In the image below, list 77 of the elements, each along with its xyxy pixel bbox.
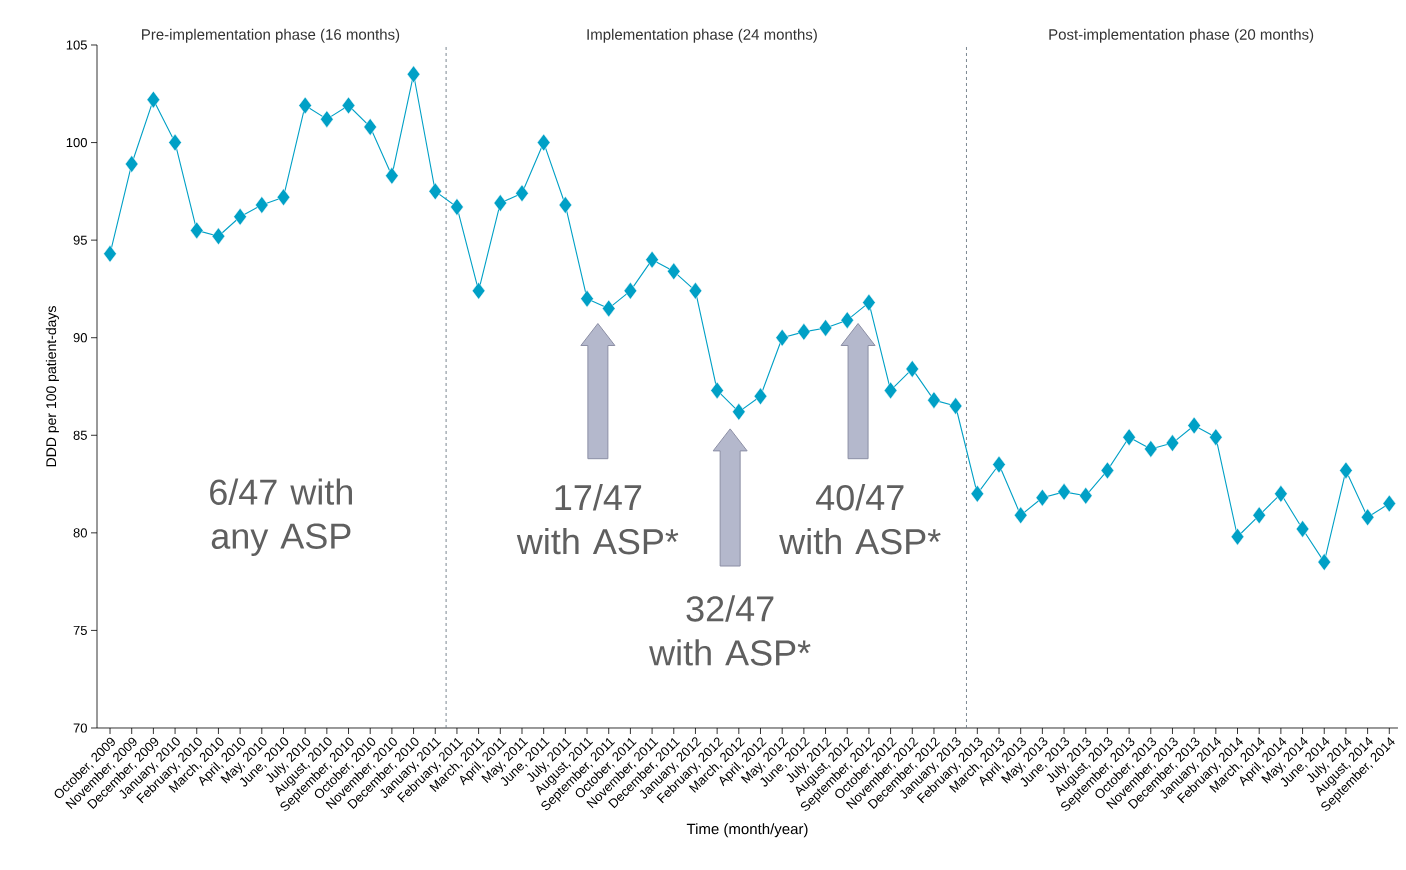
point	[558, 196, 572, 214]
point	[363, 118, 377, 136]
point	[862, 293, 876, 312]
point	[276, 188, 291, 206]
x-axis-title: Time (month/year)	[686, 823, 808, 838]
point	[645, 250, 659, 269]
point	[406, 65, 421, 84]
y-axis-title: DDD per 100 patient-days	[45, 306, 59, 467]
point	[949, 397, 963, 415]
text: Implementation phase (24 months)	[587, 28, 817, 43]
point	[298, 96, 312, 115]
point	[1317, 553, 1331, 571]
point	[1295, 520, 1310, 538]
point	[580, 289, 594, 308]
point	[905, 360, 919, 378]
annotation: 40/47 with ASP*	[779, 483, 941, 555]
point	[818, 319, 833, 337]
point	[190, 221, 204, 240]
y-tick-label: 70	[73, 723, 87, 733]
point	[1252, 506, 1266, 525]
point	[710, 381, 724, 400]
point	[623, 282, 638, 300]
point	[602, 299, 616, 318]
point	[775, 328, 789, 347]
point	[428, 182, 442, 201]
y-tick-label: 100	[66, 137, 87, 148]
point	[1035, 488, 1049, 507]
point	[103, 245, 117, 263]
point	[688, 282, 703, 300]
point	[732, 403, 746, 421]
point	[970, 485, 984, 503]
point	[1079, 487, 1093, 505]
annotation: 17/47 with ASP*	[516, 483, 679, 555]
point	[320, 110, 334, 128]
y-tick-label: 85	[73, 430, 87, 440]
point	[1274, 485, 1288, 503]
annotation: 6/47 with any ASP	[210, 478, 352, 557]
point	[146, 90, 161, 109]
point	[537, 133, 551, 152]
annotation: 32/47 with ASP*	[649, 595, 811, 666]
y-tick-label: 105	[66, 40, 87, 50]
point	[493, 194, 507, 212]
point	[927, 391, 941, 409]
point	[1187, 416, 1201, 435]
point	[1360, 508, 1375, 526]
text: Post-implementation phase (20 months)	[1049, 28, 1314, 43]
point	[992, 455, 1006, 474]
point	[1057, 483, 1071, 501]
point	[1230, 528, 1245, 546]
point	[1122, 428, 1136, 446]
y-tick-label: 90	[73, 333, 87, 343]
point	[1339, 461, 1353, 480]
point	[1100, 461, 1115, 480]
point	[1382, 494, 1396, 513]
point	[667, 262, 681, 281]
point	[883, 381, 898, 400]
y-tick-label: 75	[73, 625, 87, 635]
point	[211, 227, 226, 245]
point	[840, 311, 854, 329]
point	[450, 198, 464, 216]
text: Pre-implementation phase (16 months)	[142, 28, 400, 43]
point	[233, 207, 247, 226]
point	[255, 196, 269, 214]
point	[1209, 428, 1223, 446]
point	[1014, 506, 1028, 525]
point	[1144, 440, 1158, 458]
y-tick-label: 80	[73, 528, 87, 538]
point	[168, 133, 182, 152]
point	[472, 282, 486, 300]
point	[515, 184, 529, 203]
point	[753, 387, 768, 405]
point	[385, 166, 399, 185]
point	[341, 96, 356, 115]
point	[1165, 434, 1180, 452]
y-tick-label: 95	[73, 235, 87, 245]
point	[797, 323, 811, 341]
point	[125, 155, 139, 173]
